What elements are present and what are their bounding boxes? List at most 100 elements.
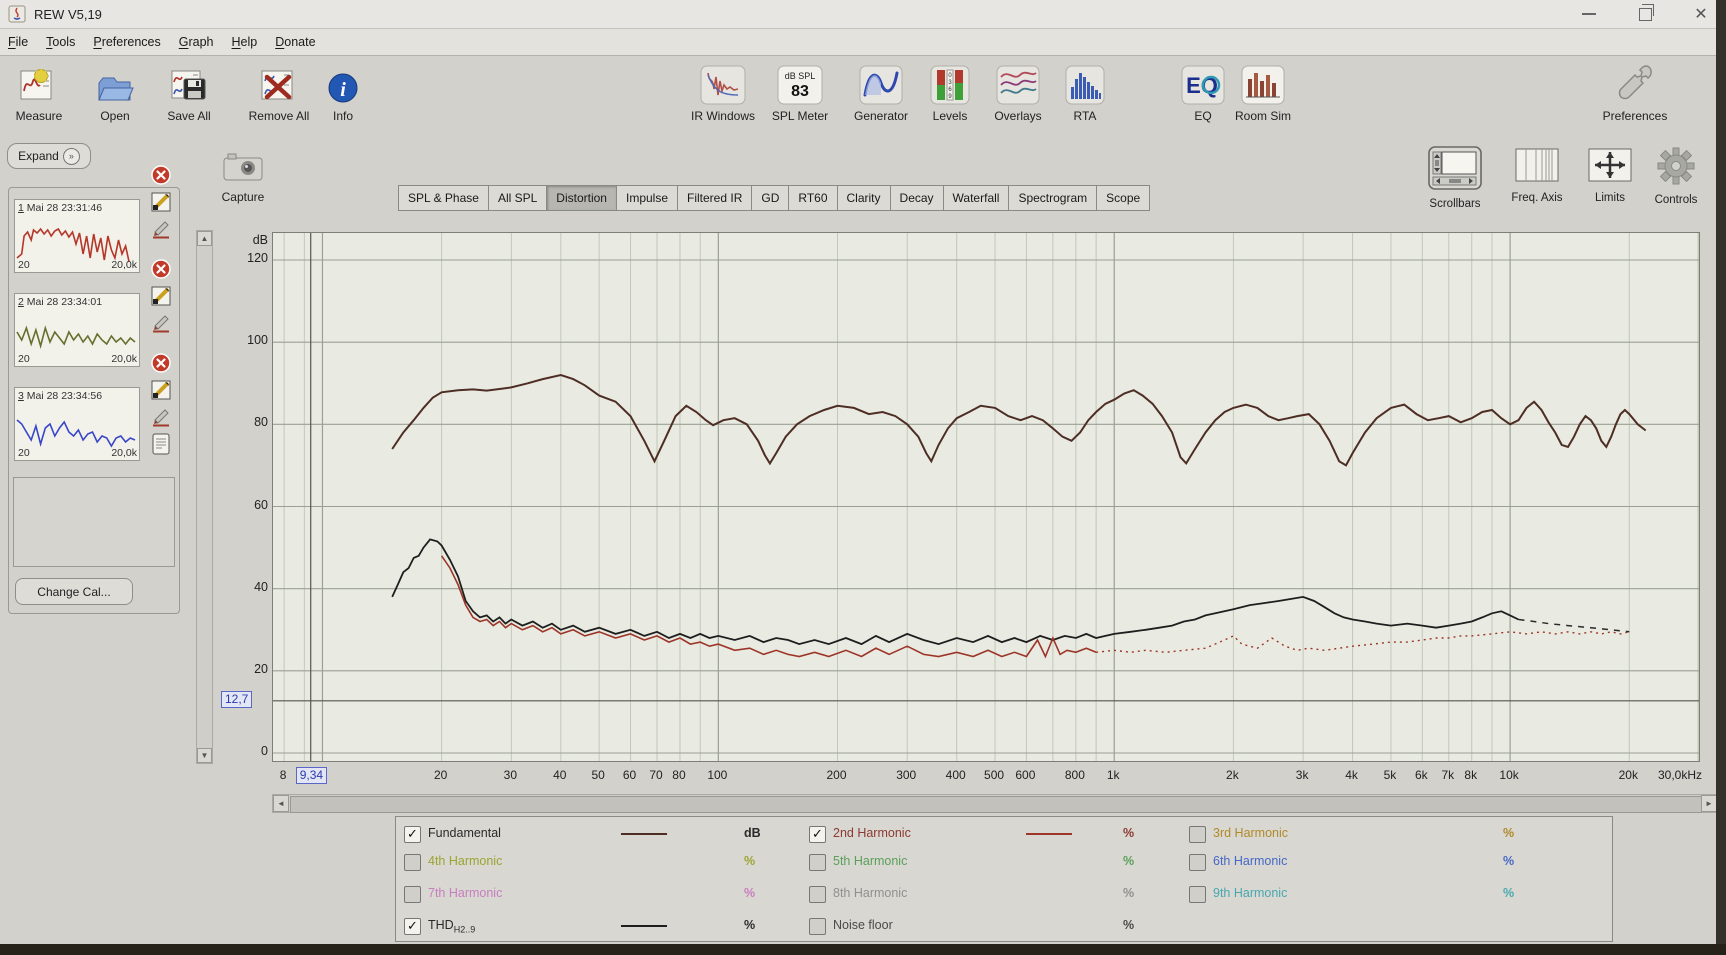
checkbox-8th-harmonic[interactable] xyxy=(809,886,826,903)
tab-impulse[interactable]: Impulse xyxy=(615,185,678,211)
checkbox-3rd-harmonic[interactable] xyxy=(1189,826,1206,843)
tab-rt60[interactable]: RT60 xyxy=(788,185,837,211)
toolbar-button-room-sim[interactable]: Room Sim xyxy=(1218,61,1308,123)
edit-chart-icon[interactable] xyxy=(151,380,171,400)
graph-tool-limits[interactable]: Limits xyxy=(1565,146,1655,204)
minimize-button[interactable] xyxy=(1578,5,1600,23)
trace-pencil-icon[interactable] xyxy=(151,407,171,427)
tab-gd[interactable]: GD xyxy=(751,185,789,211)
menu-item-file[interactable]: File xyxy=(8,35,29,49)
toolbar-button-ir-windows[interactable]: IR Windows xyxy=(678,61,768,123)
x-cursor-value: 9,34 xyxy=(295,767,328,784)
capture-button[interactable]: Capture xyxy=(220,152,266,204)
toolbar-button-preferences[interactable]: Preferences xyxy=(1590,61,1680,123)
spl-meter-icon: dB SPL 83 xyxy=(777,61,823,105)
toolbar-button-save-all[interactable]: Save All xyxy=(144,61,234,123)
restore-button[interactable] xyxy=(1634,3,1656,23)
tab-distortion[interactable]: Distortion xyxy=(546,185,616,211)
measurement-card-2[interactable]: 2 Mai 28 23:34:01 20 20,0k xyxy=(11,259,175,377)
y-tick-label: 100 xyxy=(247,333,268,348)
x-tick-label: 20k xyxy=(1618,768,1638,782)
tab-spectrogram[interactable]: Spectrogram xyxy=(1008,185,1097,211)
toolbar-button-overlays[interactable]: Overlays xyxy=(973,61,1063,123)
notes-icon[interactable] xyxy=(151,433,171,455)
scroll-left-arrow-icon[interactable]: ◄ xyxy=(273,795,289,812)
trace-pencil-icon[interactable] xyxy=(151,313,171,333)
measurement-title: 3 Mai 28 23:34:56 xyxy=(18,390,103,402)
close-x-icon[interactable] xyxy=(151,165,171,185)
menu-item-tools[interactable]: Tools xyxy=(46,35,76,49)
scrollbar-thumb[interactable] xyxy=(290,796,1702,813)
y-tick-label: 60 xyxy=(254,497,268,512)
menu-item-graph[interactable]: Graph xyxy=(178,35,214,49)
close-button[interactable]: ✕ xyxy=(1694,6,1708,23)
distortion-plot[interactable] xyxy=(272,232,1700,762)
change-cal-button[interactable]: Change Cal... xyxy=(15,578,133,605)
tab-scope[interactable]: Scope xyxy=(1096,185,1151,211)
checkbox-2nd-harmonic[interactable]: ✓ xyxy=(809,826,826,843)
x-tick-label: 1k xyxy=(1106,768,1120,782)
checkbox-noise-floor[interactable] xyxy=(809,918,826,935)
toolbar-button-rta[interactable]: RTA xyxy=(1040,61,1130,123)
measurement-card-1[interactable]: 1 Mai 28 23:31:46 20 20,0k xyxy=(11,165,175,283)
save-all-icon xyxy=(169,61,209,105)
scroll-up-arrow-icon[interactable]: ▲ xyxy=(197,231,212,246)
line-sample-icon xyxy=(1026,833,1072,835)
toolbar-button-eq[interactable]: EQ EQ xyxy=(1158,61,1248,123)
toolbar-button-remove-all[interactable]: Remove All xyxy=(234,61,324,123)
tab-waterfall[interactable]: Waterfall xyxy=(942,185,1009,211)
tab-decay[interactable]: Decay xyxy=(889,185,943,211)
measurement-card-3[interactable]: 3 Mai 28 23:34:56 20 20,0k xyxy=(11,353,175,471)
graph-horizontal-scrollbar[interactable]: ◄ ► xyxy=(272,794,1718,813)
rta-icon xyxy=(1065,61,1105,105)
checkbox-6th-harmonic[interactable] xyxy=(1189,854,1206,871)
svg-text:0: 0 xyxy=(948,73,952,79)
screen-bezel-right xyxy=(1716,0,1726,955)
toolbar-button-levels[interactable]: 0 3 6 9 Levels xyxy=(905,61,995,123)
tab-clarity[interactable]: Clarity xyxy=(836,185,890,211)
close-x-icon[interactable] xyxy=(151,259,171,279)
close-x-icon[interactable] xyxy=(151,353,171,373)
trace-pencil-icon[interactable] xyxy=(151,219,171,239)
menu-bar: File Tools Preferences Graph Help Donate xyxy=(0,29,1726,56)
scroll-down-arrow-icon[interactable]: ▼ xyxy=(197,748,212,763)
checkbox-fundamental[interactable]: ✓ xyxy=(404,826,421,843)
sidebar-vertical-scrollbar[interactable]: ▲ ▼ xyxy=(196,230,213,764)
series-thd-tail xyxy=(1518,618,1630,633)
checkbox-4th-harmonic[interactable] xyxy=(404,854,421,871)
x-tick-label: 40 xyxy=(553,768,567,782)
checkbox-5th-harmonic[interactable] xyxy=(809,854,826,871)
graph-tool-scrollbars[interactable]: Scrollbars xyxy=(1410,146,1500,210)
menu-item-preferences[interactable]: Preferences xyxy=(93,35,161,49)
menu-item-donate[interactable]: Donate xyxy=(275,35,316,49)
tab-spl-phase[interactable]: SPL & Phase xyxy=(398,185,488,211)
toolbar-button-open[interactable]: Open xyxy=(70,61,160,123)
scroll-right-arrow-icon[interactable]: ► xyxy=(1701,795,1717,812)
tab-all-spl[interactable]: All SPL xyxy=(487,185,547,211)
x-tick-label: 2k xyxy=(1226,768,1239,782)
measurement-thumbnail[interactable]: 1 Mai 28 23:31:46 20 20,0k xyxy=(14,199,140,273)
checkbox-9th-harmonic[interactable] xyxy=(1189,886,1206,903)
toolbar-button-generator[interactable]: Generator xyxy=(836,61,926,123)
ir-windows-icon xyxy=(700,61,746,105)
legend-item-4th-harmonic: 4th Harmonic% xyxy=(396,851,801,875)
measurement-thumbnail[interactable]: 2 Mai 28 23:34:01 20 20,0k xyxy=(14,293,140,367)
x-tick-label: 6k xyxy=(1414,768,1428,782)
remove-all-icon xyxy=(258,61,300,105)
checkbox-7th-harmonic[interactable] xyxy=(404,886,421,903)
graph-tool-controls[interactable]: Controls xyxy=(1631,146,1721,206)
checkbox-thd[interactable]: ✓ xyxy=(404,918,421,935)
toolbar-button-spl-meter[interactable]: dB SPL 83 SPL Meter xyxy=(755,61,845,123)
series-thd xyxy=(391,538,1519,646)
legend-item-3rd-harmonic: 3rd Harmonic% xyxy=(1181,823,1614,847)
expand-button[interactable]: Expand » xyxy=(7,143,91,169)
room-sim-icon xyxy=(1241,61,1285,105)
edit-chart-icon[interactable] xyxy=(151,286,171,306)
toolbar-button-measure[interactable]: Measure xyxy=(0,61,84,123)
edit-chart-icon[interactable] xyxy=(151,192,171,212)
measurement-thumbnail[interactable]: 3 Mai 28 23:34:56 20 20,0k xyxy=(14,387,140,461)
tab-filtered-ir[interactable]: Filtered IR xyxy=(677,185,752,211)
menu-item-help[interactable]: Help xyxy=(231,35,258,49)
toolbar-button-info[interactable]: i Info xyxy=(298,61,388,123)
graph-tool-freq-axis[interactable]: Freq. Axis xyxy=(1492,146,1582,204)
